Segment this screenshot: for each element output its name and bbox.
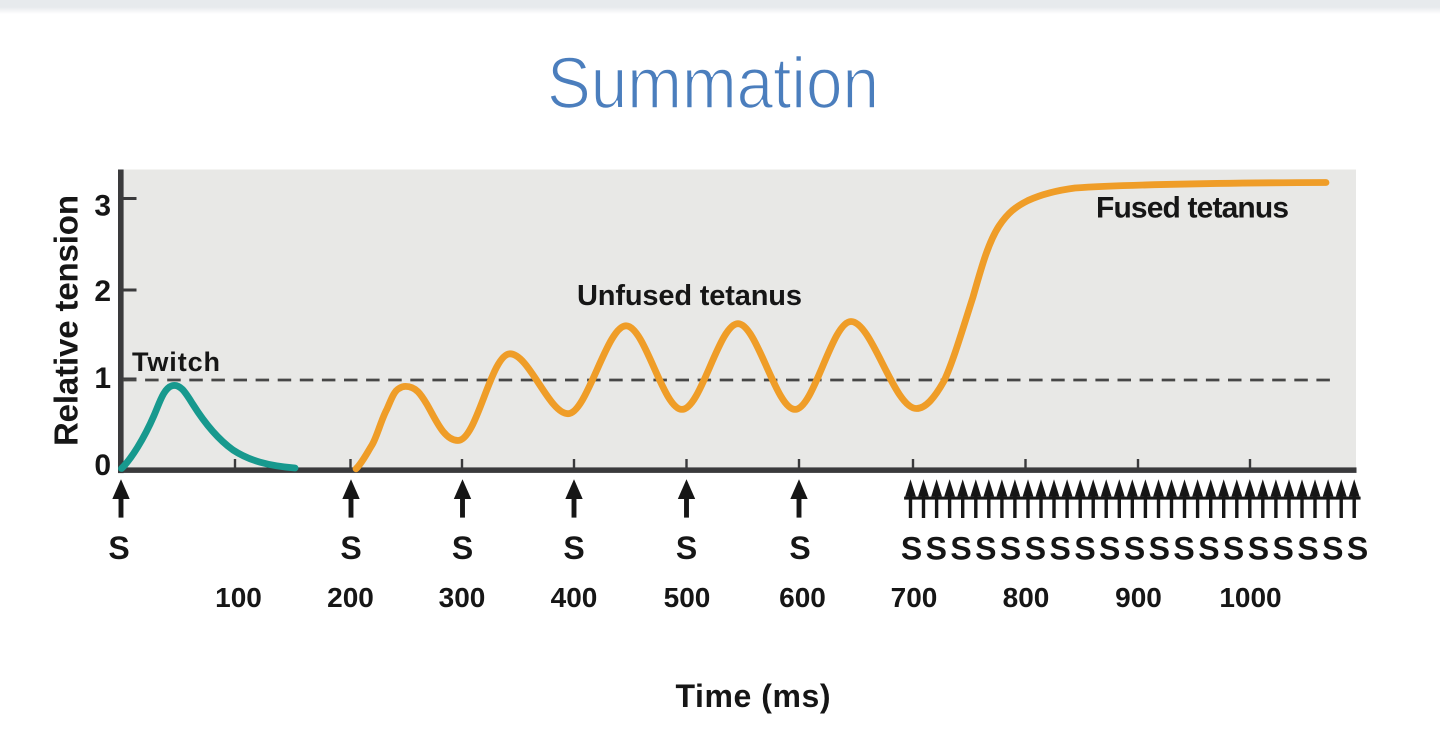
svg-text:S: S (1223, 531, 1244, 567)
svg-text:500: 500 (664, 582, 711, 613)
svg-text:S: S (1248, 531, 1269, 567)
svg-text:Relative tension: Relative tension (48, 195, 85, 446)
svg-text:S: S (1198, 531, 1219, 567)
svg-text:Twitch: Twitch (132, 347, 220, 377)
svg-text:S: S (563, 530, 584, 566)
svg-text:200: 200 (327, 582, 374, 613)
svg-text:S: S (1025, 531, 1046, 567)
svg-text:Time (ms): Time (ms) (676, 678, 831, 714)
svg-text:1000: 1000 (1219, 582, 1281, 613)
svg-text:S: S (1000, 531, 1021, 567)
svg-text:S: S (1322, 531, 1343, 567)
svg-text:100: 100 (215, 582, 262, 613)
svg-text:S: S (676, 530, 697, 566)
svg-text:1: 1 (94, 362, 111, 395)
svg-text:S: S (950, 531, 971, 567)
svg-text:Unfused tetanus: Unfused tetanus (577, 280, 802, 312)
svg-text:S: S (340, 530, 361, 566)
svg-text:2: 2 (94, 275, 111, 308)
svg-text:S: S (789, 530, 810, 566)
svg-text:Summation: Summation (547, 44, 879, 124)
svg-text:700: 700 (891, 582, 938, 613)
svg-text:S: S (1050, 531, 1071, 567)
svg-text:600: 600 (779, 582, 826, 613)
svg-text:3: 3 (94, 189, 111, 222)
svg-text:S: S (1099, 531, 1120, 567)
svg-text:S: S (1149, 531, 1170, 567)
svg-text:S: S (975, 531, 996, 567)
svg-text:S: S (1124, 531, 1145, 567)
svg-text:Fused tetanus: Fused tetanus (1096, 192, 1289, 225)
svg-text:S: S (1074, 531, 1095, 567)
svg-text:0: 0 (94, 449, 111, 482)
svg-text:S: S (926, 531, 947, 567)
svg-text:400: 400 (551, 582, 598, 613)
svg-text:S: S (452, 530, 473, 566)
svg-text:900: 900 (1115, 582, 1162, 613)
svg-text:S: S (1173, 531, 1194, 567)
svg-text:800: 800 (1003, 582, 1050, 613)
svg-text:S: S (1297, 531, 1318, 567)
svg-text:S: S (901, 531, 922, 567)
svg-text:S: S (1273, 531, 1294, 567)
svg-text:S: S (108, 530, 129, 566)
svg-text:S: S (1347, 531, 1368, 567)
svg-text:300: 300 (439, 582, 486, 613)
